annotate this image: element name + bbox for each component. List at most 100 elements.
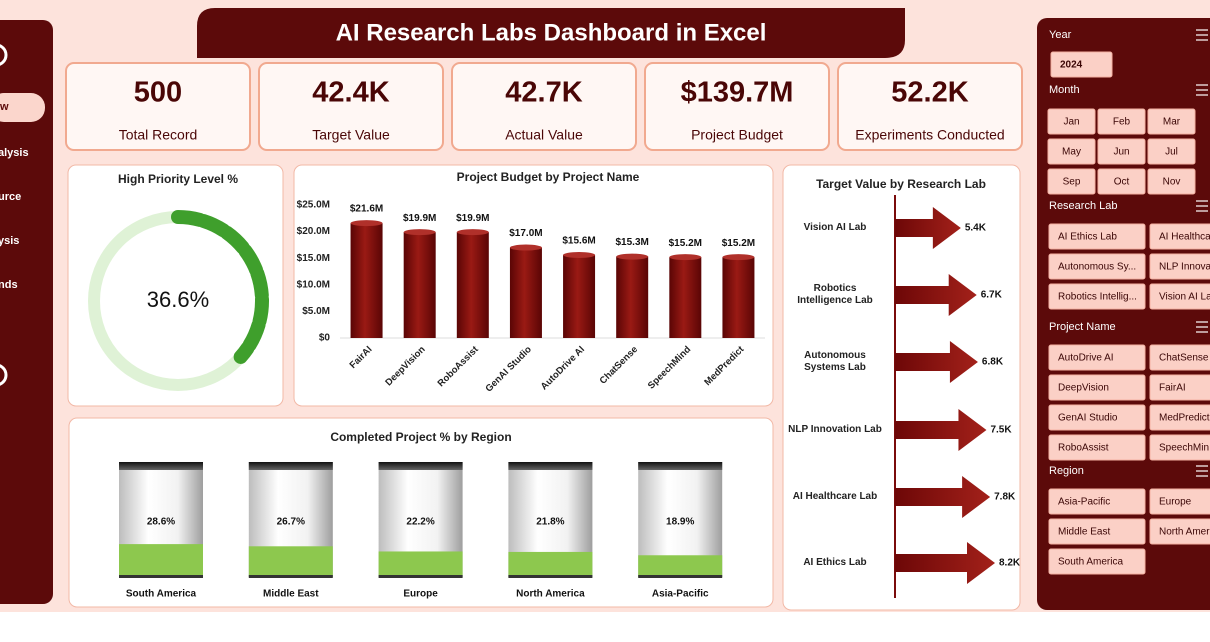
nav-icon	[0, 44, 8, 66]
slicer-button[interactable]	[1149, 404, 1210, 431]
slicer-item: GenAI Studio	[1058, 413, 1118, 424]
x-tick-label: North America	[516, 589, 585, 600]
slicer-panel	[1037, 18, 1210, 610]
slicer-button[interactable]	[1097, 168, 1146, 195]
slicer-button[interactable]	[1047, 168, 1096, 195]
y-tick-label: $25.0M	[297, 200, 330, 211]
slicer-item: NLP Innovat	[1159, 262, 1210, 273]
slicer-button[interactable]	[1048, 253, 1146, 280]
nav-icon	[0, 364, 8, 386]
battery-cap	[248, 462, 333, 470]
slicer-item: Asia-Pacific	[1058, 497, 1110, 508]
bar	[669, 257, 702, 338]
slicer-button[interactable]	[1048, 223, 1146, 250]
battery-base	[378, 575, 463, 578]
slicer-button[interactable]	[1149, 223, 1210, 250]
nav-active[interactable]	[0, 93, 45, 122]
y-category-label: Autonomous Systems Lab	[804, 350, 866, 373]
slicer-title: Month	[1049, 84, 1080, 96]
header-bar	[197, 8, 905, 58]
slicer-item: Oct	[1114, 177, 1130, 188]
bar	[722, 257, 755, 338]
slicer-button[interactable]	[1149, 253, 1210, 280]
arrow-value-label: 7.8K	[994, 492, 1016, 503]
bar	[563, 255, 596, 338]
arrow-value-label: 7.5K	[990, 425, 1012, 436]
slicer-button[interactable]	[1048, 283, 1146, 310]
slicer-item: Feb	[1113, 117, 1131, 128]
slicer-item: ChatSense	[1159, 353, 1209, 364]
slicer-item: Nov	[1163, 177, 1181, 188]
kpi-label: Actual Value	[505, 127, 583, 143]
kpi-card	[644, 62, 830, 151]
slicer-button[interactable]	[1097, 108, 1146, 135]
slicer-button[interactable]	[1149, 374, 1210, 401]
y-tick-label: $0	[319, 333, 331, 344]
kpi-value: 42.4K	[312, 77, 389, 109]
slicer-title: Research Lab	[1049, 200, 1118, 212]
battery-base	[638, 575, 723, 578]
arrow-value-label: 6.7K	[981, 290, 1003, 301]
x-tick-label: Europe	[403, 589, 438, 600]
x-tick-label: Middle East	[263, 589, 319, 600]
slicer-button[interactable]	[1047, 108, 1096, 135]
arrow-bar	[895, 476, 991, 518]
kpi-card	[65, 62, 251, 151]
battery-fill	[638, 555, 723, 577]
slicer-button[interactable]	[1048, 488, 1146, 515]
category-label-box: AI Ethics Lab	[803, 557, 867, 568]
slicer-button[interactable]	[1048, 548, 1146, 575]
panel	[67, 164, 284, 407]
y-category-label: Robotics Intelligence Lab	[797, 283, 873, 306]
bar-value-label: $17.0M	[509, 228, 542, 239]
slicer-button[interactable]	[1048, 518, 1146, 545]
battery-value-label: 18.9%	[666, 517, 694, 528]
battery-base	[119, 575, 203, 578]
kpi-label: Experiments Conducted	[855, 127, 1004, 143]
arrow-value-label: 5.4K	[965, 223, 987, 234]
category-label-box: NLP Innovation Lab	[788, 424, 882, 435]
slicer-button[interactable]	[1048, 344, 1146, 371]
category-label-box: Autonomous Systems Lab	[804, 350, 866, 373]
battery-value-label: 28.6%	[147, 517, 175, 528]
category-label-box: Robotics Intelligence Lab	[797, 283, 873, 306]
y-category-label: AI Ethics Lab	[803, 557, 867, 568]
battery-value-label: 22.2%	[406, 517, 434, 528]
battery-cap	[378, 462, 463, 470]
slicer-button[interactable]	[1048, 374, 1146, 401]
slicer-item: SpeechMin	[1159, 443, 1209, 454]
slicer-button[interactable]	[1047, 138, 1096, 165]
slicer-item: 2024	[1060, 60, 1083, 71]
bar-cap	[563, 252, 596, 259]
slicer-button[interactable]	[1149, 488, 1210, 515]
bar-cap	[722, 254, 755, 261]
slicer-button[interactable]	[1149, 518, 1210, 545]
kpi-value: 42.7K	[505, 77, 582, 109]
slicer-button[interactable]	[1149, 434, 1210, 461]
x-tick-label: South America	[126, 589, 197, 600]
slicer-item: DeepVision	[1058, 383, 1109, 394]
slicer-button[interactable]	[1149, 283, 1210, 310]
slicer-item: RoboAssist	[1058, 443, 1109, 454]
slicer-button[interactable]	[1147, 138, 1196, 165]
bar-value-label: $19.9M	[403, 213, 436, 224]
slicer-button[interactable]	[1048, 404, 1146, 431]
slicer-button[interactable]	[1097, 138, 1146, 165]
battery-fill	[378, 551, 463, 577]
bar-cap	[509, 244, 542, 251]
battery-fill	[248, 546, 333, 577]
slicer-button[interactable]	[1147, 108, 1196, 135]
battery-fill	[119, 544, 203, 577]
slicer-title: Year	[1049, 29, 1072, 41]
y-category-label: NLP Innovation Lab	[788, 424, 882, 435]
chart-title: High Priority Level %	[118, 172, 238, 186]
bar-value-label: $21.6M	[350, 204, 383, 215]
bottom-strip	[0, 612, 1210, 642]
kpi-label: Target Value	[312, 127, 390, 143]
bar-value-label: $15.6M	[562, 236, 595, 247]
slicer-button[interactable]	[1147, 168, 1196, 195]
slicer-button[interactable]	[1048, 434, 1146, 461]
slicer-button[interactable]	[1050, 51, 1113, 78]
slicer-button[interactable]	[1149, 344, 1210, 371]
